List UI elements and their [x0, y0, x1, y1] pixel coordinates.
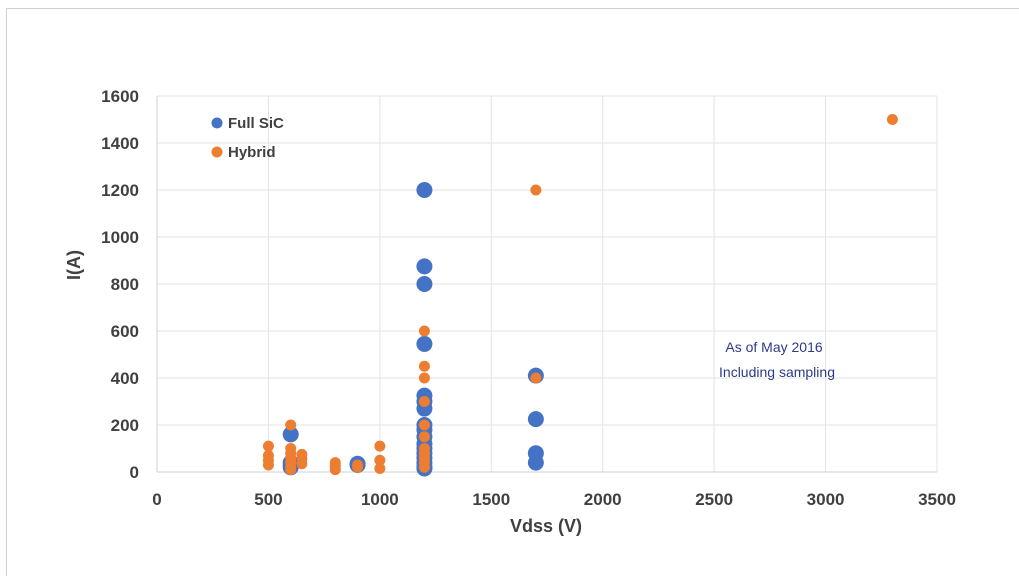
- point-hybrid: [296, 458, 308, 470]
- point-hybrid: [285, 419, 297, 431]
- y-tick-label: 400: [111, 369, 139, 388]
- legend-label-hybrid: Hybrid: [228, 144, 276, 161]
- y-tick-label: 0: [130, 463, 139, 482]
- x-tick-label: 500: [254, 490, 282, 509]
- annotation-sampling: Including sampling: [719, 364, 835, 380]
- y-tick-label: 1400: [101, 134, 139, 153]
- legend-marker-full-sic: [211, 117, 223, 129]
- point-hybrid: [418, 461, 430, 473]
- point-full-sic: [527, 411, 544, 428]
- point-hybrid: [374, 462, 386, 474]
- point-hybrid: [329, 464, 341, 476]
- y-tick-label: 600: [111, 322, 139, 341]
- y-tick-label: 200: [111, 416, 139, 435]
- point-hybrid: [418, 372, 430, 384]
- y-tick-label: 1000: [101, 228, 139, 247]
- x-tick-label: 1000: [361, 490, 399, 509]
- legend-marker-hybrid: [211, 146, 223, 158]
- point-hybrid: [418, 325, 430, 337]
- x-tick-label: 3500: [918, 490, 956, 509]
- annotation-date: As of May 2016: [725, 339, 822, 355]
- x-tick-label: 3000: [807, 490, 845, 509]
- x-tick-label: 2000: [584, 490, 622, 509]
- point-full-sic: [282, 426, 299, 443]
- point-hybrid: [886, 114, 898, 125]
- y-tick-label: 800: [111, 275, 139, 294]
- tick-labels: 0 200 400 600 800 1000 1200 1400 1600 0 500 1000 150…: [101, 87, 956, 509]
- point-full-sic: [416, 258, 433, 275]
- y-tick-label: 1200: [101, 181, 139, 200]
- point-hybrid: [285, 464, 297, 476]
- point-full-sic: [416, 182, 433, 198]
- x-tick-label: 0: [152, 490, 161, 509]
- legend: Full SiC Hybrid: [211, 115, 284, 161]
- y-tick-label: 1600: [101, 87, 139, 106]
- point-hybrid: [530, 184, 542, 196]
- x-tick-label: 2500: [695, 490, 733, 509]
- x-axis-title: Vdss (V): [510, 516, 582, 536]
- point-full-sic: [416, 276, 433, 292]
- point-hybrid: [418, 396, 430, 407]
- slide-border-left: [6, 8, 7, 576]
- grid-lines: [157, 95, 938, 472]
- point-full-sic: [527, 454, 544, 471]
- point-hybrid: [530, 372, 542, 384]
- point-hybrid: [374, 454, 386, 466]
- point-full-sic: [416, 335, 433, 352]
- point-hybrid: [418, 431, 430, 443]
- point-hybrid: [418, 360, 430, 372]
- point-hybrid: [262, 440, 274, 452]
- data-points: [262, 114, 898, 477]
- point-hybrid: [418, 419, 430, 431]
- x-tick-label: 1500: [472, 490, 510, 509]
- point-hybrid: [262, 459, 274, 471]
- legend-label-full-sic: Full SiC: [228, 115, 284, 132]
- y-axis-title: I(A): [64, 250, 84, 280]
- slide-border-top: [6, 8, 1019, 9]
- point-hybrid: [374, 440, 386, 452]
- point-hybrid: [352, 461, 364, 473]
